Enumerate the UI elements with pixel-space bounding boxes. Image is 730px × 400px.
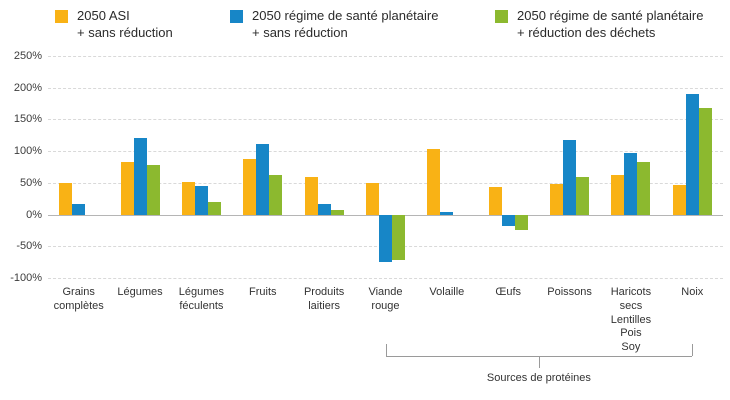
legend-label-planetary-waste-reduction: 2050 régime de santé planétaire + réduct…: [517, 8, 703, 42]
gridline: [48, 56, 723, 57]
bracket-stem: [538, 356, 540, 368]
bar: [304, 176, 318, 215]
x-axis-label: Viande rouge: [368, 286, 403, 312]
y-axis: 250% 200% 150% 100% 50% 0% -50% -100%: [0, 50, 42, 284]
bar-group: [232, 56, 293, 278]
legend-swatch-asi: [55, 10, 68, 23]
x-axis-labels: Grains complètes Légumes Légumes féculents Fr…: [48, 286, 723, 355]
bar: [685, 94, 699, 215]
plot-area: [48, 56, 723, 279]
x-axis-label: Produits laitiers: [303, 286, 345, 312]
bar-group: [600, 56, 661, 278]
bracket-right-tick: [692, 344, 694, 356]
bar: [427, 149, 441, 215]
legend-label-line2: + sans réduction: [77, 24, 173, 40]
y-axis-tick-label: 0%: [26, 208, 42, 221]
bar: [672, 185, 686, 215]
y-axis-tick-label: 100%: [13, 145, 42, 158]
bar: [501, 214, 515, 226]
legend-swatch-planetary-waste-reduction: [495, 10, 508, 23]
bar: [563, 139, 577, 215]
bar-group: [478, 56, 539, 278]
bar-group: [48, 56, 109, 278]
bar: [637, 161, 651, 215]
legend: 2050 ASI + sans réduction 2050 régime de…: [55, 8, 703, 42]
legend-label-line2: + réduction des déchets: [517, 24, 656, 40]
bar-group: [662, 56, 723, 278]
x-axis-label: Œufs: [495, 286, 522, 298]
x-axis-label: Légumes: [117, 286, 163, 298]
x-axis-label: Grains complètes: [53, 286, 104, 312]
x-axis-label: Légumes féculents: [178, 286, 225, 312]
bracket-left-tick: [385, 344, 387, 356]
bar: [146, 165, 160, 215]
bar: [488, 186, 502, 215]
bar: [133, 138, 147, 215]
y-axis-tick-label: 150%: [13, 113, 42, 126]
legend-swatch-planetary: [230, 10, 243, 23]
legend-item-planetary-waste-reduction: 2050 régime de santé planétaire + réduct…: [495, 8, 703, 42]
legend-item-planetary: 2050 régime de santé planétaire + sans r…: [230, 8, 495, 42]
legend-label-line1: 2050 ASI: [77, 8, 130, 23]
bar-group: [109, 56, 170, 278]
bar: [207, 201, 221, 215]
protein-sources-label: Sources de protéines: [486, 372, 591, 384]
protein-sources-bracket: Sources de protéines: [48, 338, 723, 398]
legend-label-asi: 2050 ASI + sans réduction: [77, 8, 173, 42]
bar: [269, 174, 283, 215]
bar: [624, 153, 638, 215]
bar: [440, 212, 454, 215]
bar: [194, 186, 208, 215]
bar: [576, 176, 590, 215]
gridline: [48, 119, 723, 121]
x-axis-label: Haricots secs Lentilles Pois Soy: [610, 286, 652, 353]
bar: [698, 108, 712, 215]
bar: [181, 181, 195, 215]
bar-group: [539, 56, 600, 278]
bar: [243, 158, 257, 215]
bar: [514, 214, 528, 231]
gridline: [48, 87, 723, 89]
bar: [391, 214, 405, 261]
bar: [611, 174, 625, 215]
bar: [120, 161, 134, 215]
y-axis-tick-label: -100%: [10, 272, 42, 284]
bar: [378, 214, 392, 263]
bar: [256, 143, 270, 215]
bar: [365, 182, 379, 215]
bar-group: [355, 56, 416, 278]
gridline: [48, 182, 723, 184]
gridline: [48, 151, 723, 153]
y-axis-tick-label: 200%: [13, 81, 42, 94]
legend-label-line1: 2050 régime de santé planétaire: [252, 8, 439, 23]
bar: [317, 203, 331, 215]
bar-group: [171, 56, 232, 278]
bar: [72, 203, 86, 215]
legend-label-line2: + sans réduction: [252, 24, 348, 40]
y-axis-tick-label: -50%: [16, 240, 42, 253]
bar: [330, 209, 344, 215]
bar: [59, 182, 73, 215]
bar-group: [293, 56, 354, 278]
x-axis-label: Poissons: [547, 286, 592, 298]
bar: [550, 184, 564, 215]
legend-label-planetary: 2050 régime de santé planétaire + sans r…: [252, 8, 438, 42]
bar-group: [416, 56, 477, 278]
y-axis-tick-label: 50%: [19, 176, 42, 189]
legend-item-asi: 2050 ASI + sans réduction: [55, 8, 230, 42]
x-axis-label: Fruits: [249, 286, 277, 298]
y-axis-tick-label: 250%: [13, 50, 42, 62]
legend-label-line1: 2050 régime de santé planétaire: [517, 8, 704, 23]
gridline: [48, 278, 723, 279]
x-axis-label: Volaille: [429, 286, 465, 298]
x-axis-label: Noix: [681, 286, 704, 298]
